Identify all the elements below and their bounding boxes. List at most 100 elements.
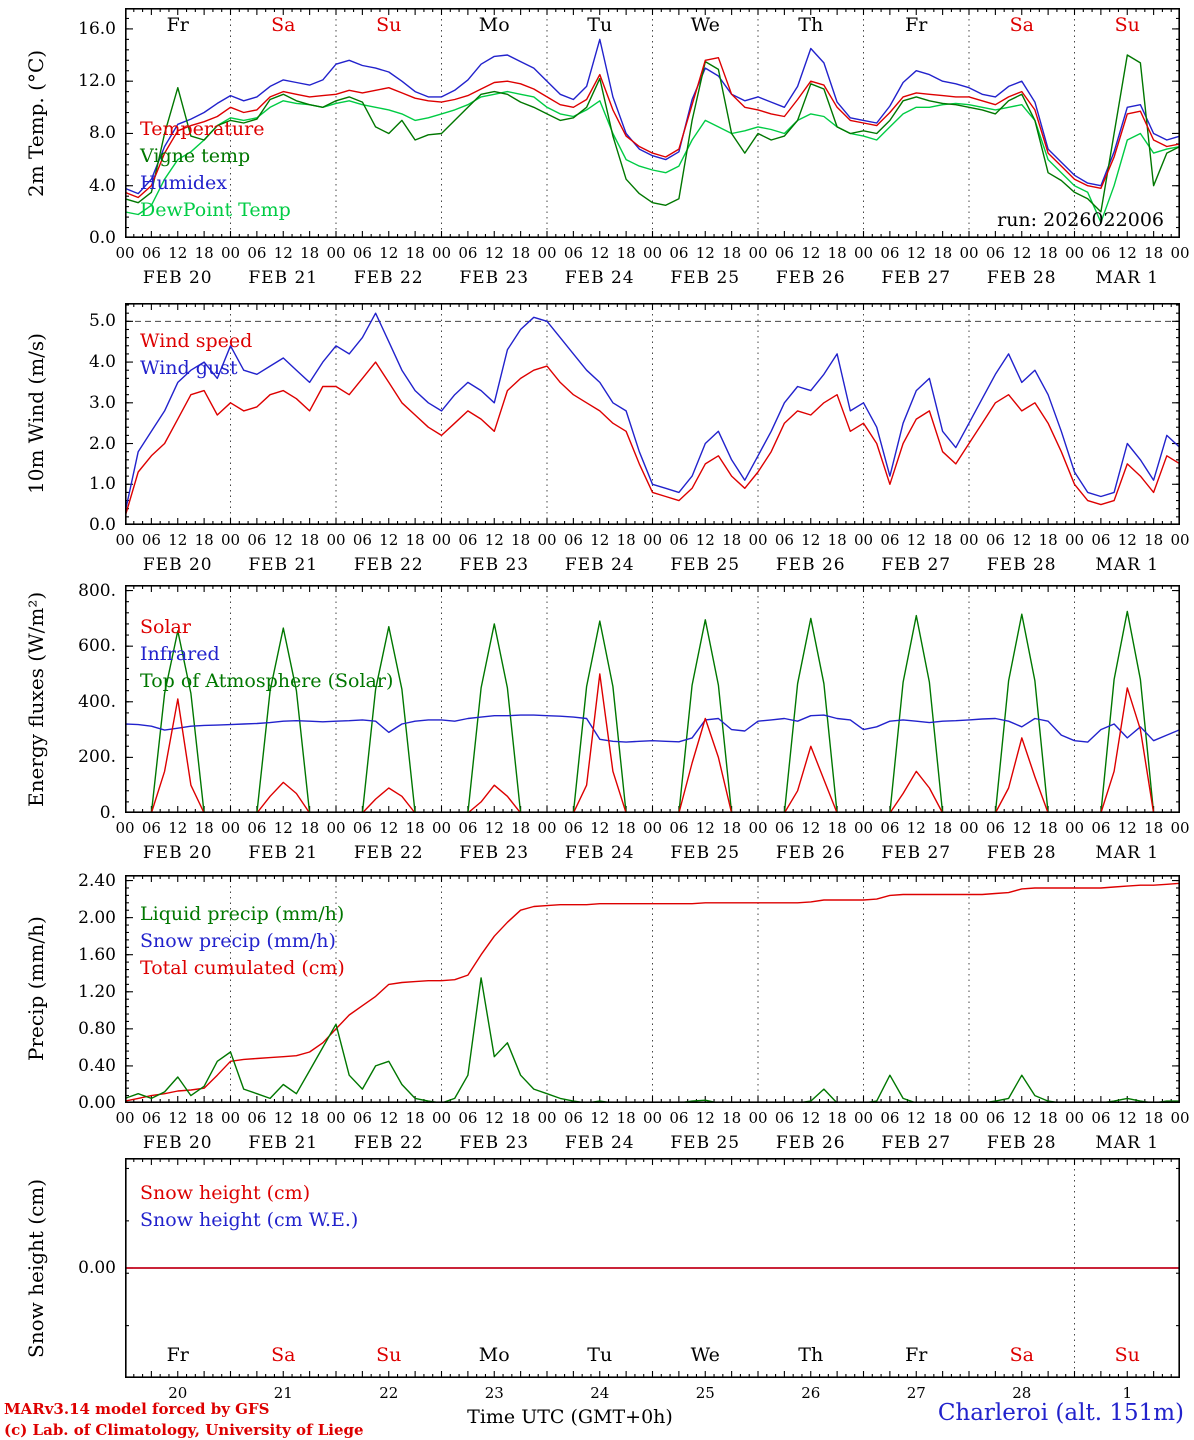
x-tick-label: 06 bbox=[774, 819, 794, 837]
x-tick-label: 12 bbox=[168, 531, 188, 549]
legend-item: Temperature bbox=[140, 118, 265, 140]
x-tick-label: 12 bbox=[273, 819, 293, 837]
x-tick-label: 12 bbox=[590, 244, 610, 262]
x-tick-label: 12 bbox=[695, 244, 715, 262]
x-tick-label: 00 bbox=[326, 1109, 346, 1127]
x-tick-label: 12 bbox=[906, 244, 926, 262]
legend-item: Liquid precip (mm/h) bbox=[140, 903, 345, 925]
x-tick-label: 06 bbox=[985, 531, 1005, 549]
y-tick-label: 4.0 bbox=[88, 175, 116, 196]
x-tick-label: 12 bbox=[906, 531, 926, 549]
x-tick-label: 00 bbox=[1064, 1109, 1085, 1127]
precip-plot-svg bbox=[125, 875, 1180, 1103]
x-tick-label: 18 bbox=[722, 819, 742, 837]
y-tick-label: 0.0 bbox=[88, 515, 116, 535]
date-label: FEB 27 bbox=[881, 843, 952, 863]
x-tick-label: 06 bbox=[563, 819, 583, 837]
date-label: FEB 27 bbox=[881, 268, 952, 288]
x-tick-label: 18 bbox=[1144, 819, 1164, 837]
date-label: FEB 28 bbox=[986, 843, 1057, 863]
snow-plot-svg bbox=[125, 1158, 1180, 1378]
date-label: FEB 28 bbox=[986, 555, 1057, 575]
date-label: FEB 24 bbox=[564, 1133, 635, 1153]
date-label: FEB 20 bbox=[142, 268, 213, 288]
day-name-bottom: Su bbox=[376, 1344, 402, 1366]
date-label: FEB 25 bbox=[670, 268, 741, 288]
time-axis-label: Time UTC (GMT+0h) bbox=[467, 1406, 673, 1428]
x-tick-label: 12 bbox=[273, 531, 293, 549]
x-tick-label: 06 bbox=[880, 819, 900, 837]
date-label: FEB 21 bbox=[248, 1133, 319, 1153]
x-tick-label: 06 bbox=[880, 1109, 900, 1127]
x-tick-label: 06 bbox=[1091, 531, 1111, 549]
legend-item: Snow precip (mm/h) bbox=[140, 930, 336, 952]
x-tick-label: 12 bbox=[273, 244, 293, 262]
x-tick-label: 00 bbox=[853, 531, 874, 549]
x-tick-label: 12 bbox=[590, 1109, 610, 1127]
x-tick-label: 06 bbox=[774, 531, 794, 549]
x-tick-label: 18 bbox=[616, 531, 636, 549]
snow-plot bbox=[125, 1158, 1180, 1378]
credit-model-line: MARv3.14 model forced by GFS bbox=[4, 1400, 270, 1418]
day-name-bottom: Fr bbox=[166, 1344, 189, 1366]
legend-item: Wind speed bbox=[140, 330, 253, 352]
x-tick-label: 12 bbox=[1012, 531, 1032, 549]
date-label: MAR 1 bbox=[1095, 268, 1160, 288]
legend-item: Solar bbox=[140, 616, 191, 638]
x-tick-label: 12 bbox=[379, 1109, 399, 1127]
x-tick-label: 18 bbox=[827, 1109, 847, 1127]
date-label: FEB 26 bbox=[775, 843, 846, 863]
date-label: FEB 27 bbox=[881, 555, 952, 575]
x-tick-label: 18 bbox=[1144, 244, 1164, 262]
date-label: FEB 23 bbox=[459, 268, 530, 288]
x-tick-label: 00 bbox=[115, 531, 135, 549]
x-tick-label: 06 bbox=[458, 819, 478, 837]
x-tick-label: 06 bbox=[985, 1109, 1005, 1127]
y-tick-label: 2.0 bbox=[88, 433, 116, 454]
run-label: run: 2026022006 bbox=[997, 209, 1164, 231]
x-tick-label: 06 bbox=[141, 819, 161, 837]
date-label: FEB 22 bbox=[353, 1133, 424, 1153]
wind-plot bbox=[125, 303, 1180, 525]
x-tick-label: 06 bbox=[247, 531, 267, 549]
x-tick-label: 12 bbox=[1117, 244, 1137, 262]
y-tick-label: 400. bbox=[78, 691, 116, 712]
x-tick-label: 18 bbox=[511, 531, 531, 549]
y-tick-label: 8.0 bbox=[88, 123, 116, 144]
y-tick-label: 200. bbox=[78, 747, 116, 768]
date-label: FEB 22 bbox=[353, 268, 424, 288]
date-label: FEB 26 bbox=[775, 1133, 846, 1153]
y-tick-label: 0. bbox=[99, 803, 116, 823]
day-name-bottom: Th bbox=[798, 1344, 824, 1366]
date-label: FEB 25 bbox=[670, 843, 741, 863]
x-tick-label: 12 bbox=[273, 1109, 293, 1127]
x-tick-label: 00 bbox=[1170, 819, 1190, 837]
x-tick-label: 12 bbox=[801, 1109, 821, 1127]
x-tick-label: 06 bbox=[1091, 244, 1111, 262]
x-tick-label: 12 bbox=[801, 244, 821, 262]
legend-item: Top of Atmosphere (Solar) bbox=[140, 670, 394, 692]
x-tick-label: 18 bbox=[511, 244, 531, 262]
y-tick-label: 2.00 bbox=[78, 907, 116, 928]
x-tick-label: 18 bbox=[511, 819, 531, 837]
x-tick-label: 18 bbox=[933, 1109, 953, 1127]
legend-item: Snow height (cm W.E.) bbox=[140, 1209, 359, 1231]
x-tick-label: 12 bbox=[801, 819, 821, 837]
x-tick-label: 18 bbox=[933, 819, 953, 837]
x-tick-label: 00 bbox=[115, 819, 135, 837]
day-name-top: Fr bbox=[166, 14, 189, 36]
x-tick-label: 00 bbox=[748, 244, 768, 262]
x-tick-label: 06 bbox=[669, 1109, 689, 1127]
x-tick-label: 06 bbox=[669, 531, 689, 549]
legend-precip: Liquid precip (mm/h) Snow precip (mm/h) To… bbox=[140, 901, 345, 982]
date-label: FEB 24 bbox=[564, 555, 635, 575]
x-tick-label: 18 bbox=[1038, 244, 1058, 262]
day-name-bottom: Su bbox=[1114, 1344, 1140, 1366]
x-tick-label: 12 bbox=[484, 531, 504, 549]
y-tick-label: 4.0 bbox=[88, 352, 116, 373]
day-name-top: Th bbox=[798, 14, 824, 36]
day-name-top: Mo bbox=[478, 14, 510, 36]
date-label: FEB 25 bbox=[670, 1133, 741, 1153]
date-label: FEB 24 bbox=[564, 843, 635, 863]
x-tick-label: 06 bbox=[669, 244, 689, 262]
